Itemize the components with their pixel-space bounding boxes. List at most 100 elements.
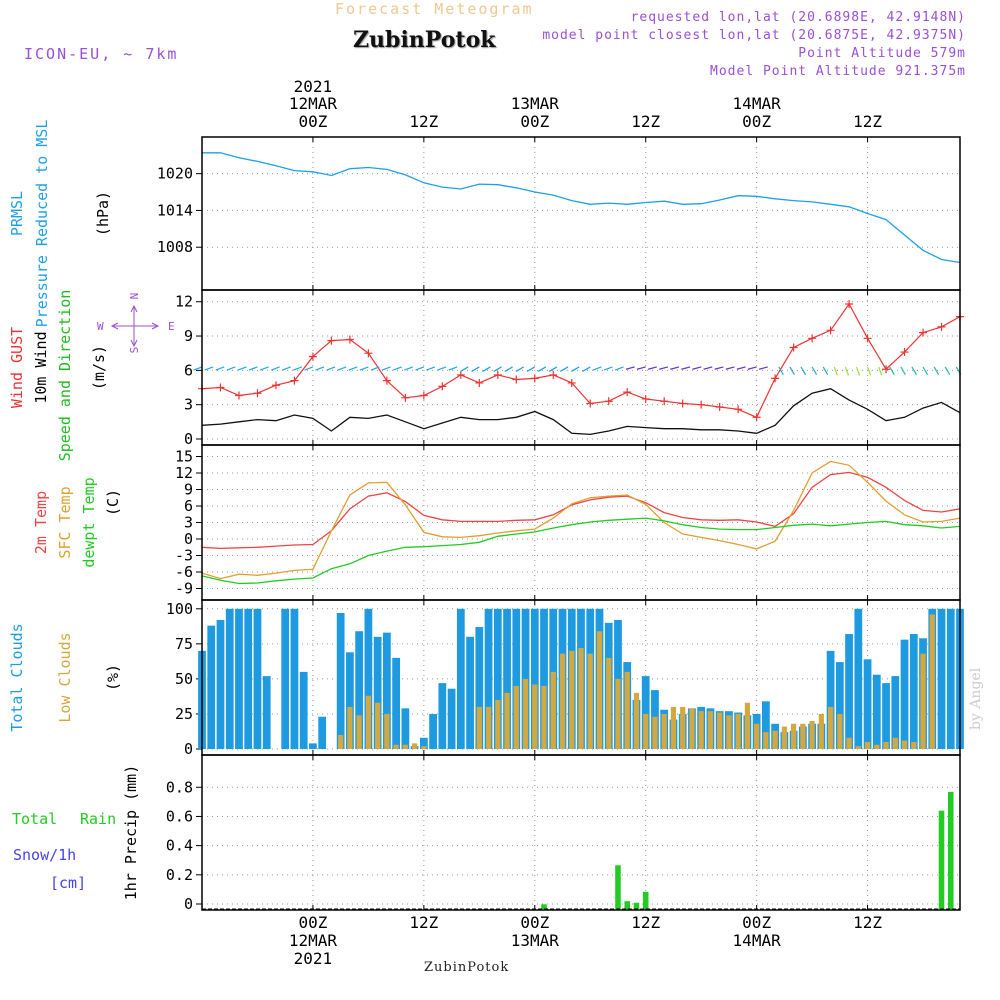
low-cloud-bar <box>606 657 612 749</box>
wind-arrow <box>789 366 795 376</box>
gust-marker <box>364 349 373 358</box>
x-top-year: 2021 <box>294 77 333 96</box>
y-tick-label: 9 <box>184 327 193 345</box>
clouds-unit: (%) <box>104 664 122 691</box>
gust-marker <box>549 370 558 379</box>
wind-arrow <box>282 366 291 371</box>
rain-label: Rain <box>80 810 116 828</box>
x-bottom-time: 00Z <box>298 913 327 932</box>
compass-west: W <box>97 320 104 333</box>
temp-line-2 <box>201 517 961 585</box>
wind-arrow <box>933 366 940 376</box>
gust-marker <box>586 399 595 408</box>
pressure-line <box>202 152 961 264</box>
wind-arrow <box>370 366 380 371</box>
low-cloud-bar <box>356 715 362 749</box>
y-tick-label: 1014 <box>157 201 193 219</box>
low-cloud-bar <box>485 706 492 749</box>
wind-arrow <box>800 366 807 376</box>
y-tick-label: 0 <box>184 530 193 548</box>
x-top-date: 13MAR <box>511 94 560 113</box>
total-cloud-bar <box>845 634 853 749</box>
total-cloud-bar <box>466 636 474 749</box>
low-cloud-bar <box>504 692 510 749</box>
gust-marker <box>678 399 687 408</box>
x-bottom-date: 14MAR <box>733 931 782 950</box>
total-cloud-bar <box>909 634 918 749</box>
y-tick-label: 0.2 <box>166 866 193 884</box>
wind-arrow <box>659 366 669 370</box>
low-cloud-bar <box>338 734 344 749</box>
low-cloud-bar <box>735 713 741 749</box>
temp-dew-label: dewpt Temp <box>80 477 98 567</box>
low-cloud-bar <box>827 706 834 749</box>
wind-arrow <box>348 366 358 371</box>
gust-marker <box>345 335 354 344</box>
total-cloud-bar <box>447 688 456 749</box>
total-cloud-bar <box>900 639 909 749</box>
low-cloud-bar <box>596 631 603 749</box>
low-cloud-bar <box>624 671 630 749</box>
low-cloud-bar <box>800 723 806 749</box>
wind-arrow <box>636 366 646 370</box>
panel-frame <box>201 754 961 911</box>
low-cloud-bar <box>569 650 575 749</box>
wind-arrow <box>822 366 829 376</box>
x-bottom-label: 12Z <box>631 913 660 932</box>
y-tick-label: 12 <box>175 293 193 311</box>
y-tick-label: 12 <box>175 464 193 482</box>
footer-location: ZubinPotok <box>424 960 510 975</box>
gust-marker <box>826 326 835 335</box>
wind-arrow <box>758 366 768 370</box>
gust-marker <box>530 374 539 383</box>
total-cloud-bar <box>401 708 410 749</box>
low-cloud-bar <box>809 720 815 749</box>
low-cloud-bar <box>892 737 898 749</box>
low-cloud-bar <box>772 730 778 749</box>
x-bottom-year: 2021 <box>294 949 333 968</box>
gust-marker <box>641 394 650 403</box>
gust-marker <box>271 381 280 390</box>
total-cloud-bar <box>475 627 484 749</box>
gust-marker <box>512 375 521 384</box>
low-cloud-bar <box>689 708 695 749</box>
total-cloud-bar <box>281 608 290 749</box>
x-bottom-time: 00Z <box>520 913 549 932</box>
wind-10m-label: 10m Wind <box>32 331 50 403</box>
gust-marker <box>456 370 465 379</box>
wind-arrow <box>326 366 336 371</box>
x-bottom-time: 12Z <box>631 913 660 932</box>
y-tick-label: 100 <box>166 600 193 618</box>
wind-arrow <box>647 366 657 370</box>
gust-marker <box>419 391 428 400</box>
x-bottom-date: 13MAR <box>511 931 560 950</box>
compass-south: S <box>128 347 141 354</box>
total-cloud-bar <box>872 674 881 749</box>
snow-unit-label: [cm] <box>50 874 86 892</box>
pressure-label-2: Pressure Reduced to MSL <box>33 120 51 328</box>
total-cloud-bar <box>530 608 539 749</box>
low-cloud-bar <box>375 702 381 749</box>
wind-line <box>201 388 961 436</box>
y-tick-label: 9 <box>184 481 193 499</box>
wind-arrow <box>889 366 895 376</box>
x-top-time: 00Z <box>742 112 771 131</box>
wind-arrow <box>304 366 314 371</box>
wind-arrow <box>582 366 591 372</box>
low-cloud-bar <box>559 653 566 749</box>
low-cloud-bar <box>670 706 677 749</box>
x-top-date: 12MAR <box>289 94 338 113</box>
low-cloud-bar <box>837 713 843 749</box>
low-cloud-bar <box>412 743 418 749</box>
low-cloud-bar <box>846 737 852 749</box>
total-cloud-bar <box>761 701 770 749</box>
total-cloud-bar <box>419 737 428 749</box>
x-top-time: 00Z <box>298 112 327 131</box>
total-cloud-bar <box>364 608 373 749</box>
low-cloud-bar <box>929 614 935 749</box>
y-tick-label: 1020 <box>157 165 193 183</box>
panel-frame <box>201 289 961 446</box>
gust-marker <box>900 348 909 357</box>
